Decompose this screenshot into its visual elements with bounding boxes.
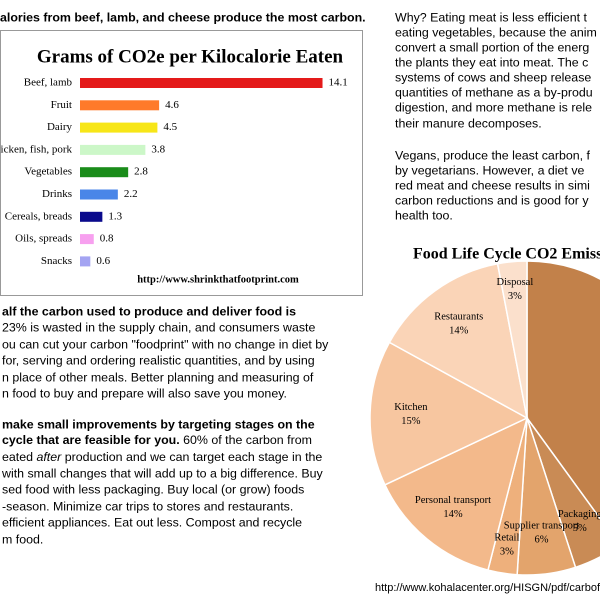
text-line: health too. <box>395 208 453 222</box>
text-line: convert a small portion of the energ <box>395 40 589 54</box>
category-label: Fruit <box>51 99 72 111</box>
pie-slice <box>496 260 528 419</box>
chart-title: Food Life Cycle CO2 Emiss <box>413 246 600 263</box>
value-label: 4.6 <box>165 99 179 111</box>
pie <box>369 260 600 576</box>
text-span: production and we can target each stage … <box>61 450 322 464</box>
text-line: sed food with less packaging. Buy local … <box>2 482 304 496</box>
slice-value: 5% <box>573 523 587 534</box>
category-label: Drinks <box>42 188 72 200</box>
text-line: the plants they eat into meat. The c <box>395 55 588 69</box>
text-line: -season. Minimize car trips to stores an… <box>2 499 293 513</box>
text-span: eated <box>2 450 36 464</box>
text-line: their manure decomposes. <box>395 116 542 130</box>
text-line: for, serving and ordering realistic quan… <box>2 353 315 367</box>
source-link: http://www.kohalacenter.org/HISGN/pdf/ca… <box>375 582 600 594</box>
slice-label: Disposal <box>497 277 534 288</box>
slice-label: Restaurants <box>434 311 483 322</box>
value-label: 1.3 <box>108 210 122 222</box>
text-line: eating vegetables, because the anim <box>395 25 597 39</box>
text-line: n food to buy and prepare will also save… <box>2 386 287 400</box>
slice-value: 14% <box>449 325 469 336</box>
value-label: 14.1 <box>329 77 348 89</box>
text-line: red meat and cheese results in simi <box>395 178 590 192</box>
text-span: cycle that are feasible for you. <box>2 433 180 447</box>
text-line: m food. <box>2 532 43 546</box>
bar <box>80 234 94 245</box>
text-line: with small changes that will add up to a… <box>1 466 324 480</box>
text-line: ou can cut your carbon "foodprint" with … <box>2 337 329 351</box>
pie-slice <box>388 262 529 420</box>
text-line: n place of other meals. Better planning … <box>2 370 314 384</box>
text-line: by vegetarians. However, a diet ve <box>395 163 585 177</box>
slice-value: 14% <box>443 509 463 520</box>
text-line: carbon reductions and is good for y <box>395 193 589 207</box>
slice-label: Supplier transport <box>504 521 580 532</box>
bar <box>80 122 158 133</box>
slice-label: Kitchen <box>394 402 428 413</box>
slice-value: 3% <box>508 291 522 302</box>
category-label: Vegetables <box>24 166 72 178</box>
text-line: digestion, and more methane is rele <box>395 100 592 114</box>
bar <box>80 256 91 267</box>
category-label: Dairy <box>47 121 73 133</box>
text-line: Vegans, produce the least carbon, f <box>395 148 590 162</box>
bar <box>80 167 129 178</box>
bar <box>80 189 118 200</box>
pie-slice <box>526 260 600 520</box>
bar <box>80 211 103 222</box>
header: alories from beef, lamb, and cheese prod… <box>0 10 366 24</box>
category-label: Cereals, breads <box>5 210 72 222</box>
value-label: 3.8 <box>151 143 165 155</box>
pie-slice <box>369 341 529 486</box>
category-label: Oils, spreads <box>15 233 72 245</box>
chart-title: Grams of CO2e per Kilocalorie Eaten <box>37 46 344 67</box>
value-label: 0.8 <box>100 233 114 245</box>
right-text: Why? Eating meat is less efficient t eat… <box>395 10 597 222</box>
text-line: make small improvements by targeting sta… <box>2 417 315 431</box>
left-text: alf the carbon used to produce and deliv… <box>1 304 329 546</box>
text-line: 23% is wasted in the supply chain, and c… <box>2 320 315 334</box>
chart-source: http://www.shrinkthatfootprint.com <box>137 274 299 285</box>
pie-slice <box>383 416 529 571</box>
text-span: after <box>36 450 62 464</box>
text-span: 60% of the carbon from <box>180 433 312 447</box>
text-line: eated after production and we can target… <box>2 450 322 464</box>
slice-label: Personal transport <box>415 495 491 506</box>
slice-value: 3% <box>500 547 514 558</box>
slice-label: Retail <box>494 533 519 544</box>
text-line: quantities of methane as a by-produ <box>395 85 593 99</box>
category-label: Snacks <box>41 255 72 267</box>
bar <box>80 100 160 111</box>
value-label: 4.5 <box>163 121 177 133</box>
value-label: 2.8 <box>134 166 148 178</box>
text-line: alf the carbon used to produce and deliv… <box>2 304 296 318</box>
value-label: 0.6 <box>96 255 110 267</box>
text-line: cycle that are feasible for you. 60% of … <box>2 433 312 447</box>
slice-value: 6% <box>535 535 549 546</box>
bar <box>80 78 323 88</box>
slice-label: Packaging <box>558 509 600 520</box>
category-label: Beef, lamb <box>24 77 73 89</box>
value-label: 2.2 <box>124 188 138 200</box>
text-line: efficient appliances. Eat out less. Comp… <box>2 515 302 529</box>
text-line: Why? Eating meat is less efficient t <box>395 10 587 24</box>
text-line: systems of cows and sheep release <box>395 70 591 84</box>
bar <box>80 144 146 155</box>
category-label: icken, fish, pork <box>1 143 73 155</box>
chart-frame <box>0 30 363 296</box>
slice-value: 15% <box>401 416 421 427</box>
